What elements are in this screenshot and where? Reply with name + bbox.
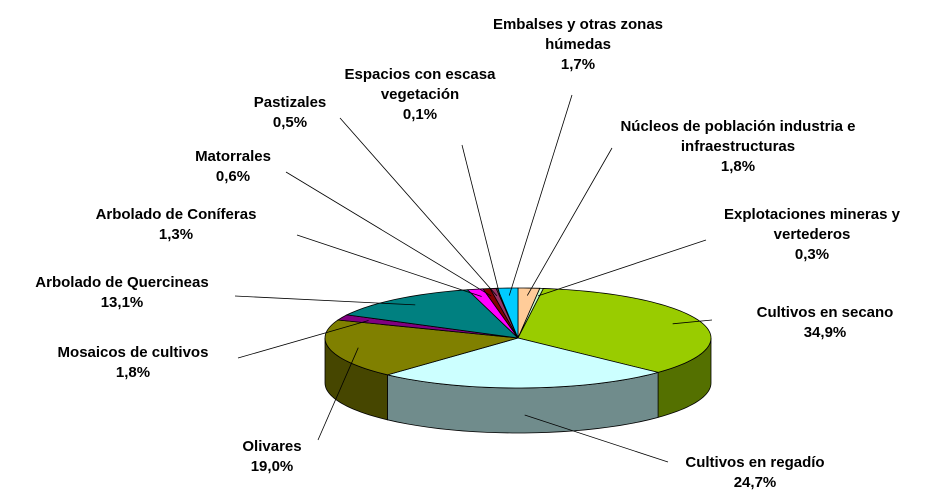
leader-line <box>672 319 713 325</box>
category-label: Mosaicos de cultivos <box>57 344 209 361</box>
category-label: Arbolado de Coníferas <box>95 206 257 223</box>
leader-line <box>526 147 613 296</box>
value-label: 1,8% <box>720 158 756 175</box>
slice-label: Espacios con escasa vegetación 0,1% <box>330 65 510 125</box>
value-label: 0,3% <box>794 246 830 263</box>
leader-line <box>317 347 359 441</box>
value-label: 1,8% <box>115 364 151 381</box>
slice <box>345 289 520 339</box>
leader-line <box>339 117 498 297</box>
leader-line <box>524 414 669 463</box>
category-label: Arbolado de Quercineas <box>35 274 209 291</box>
category-label: Embalses y otras zonas húmedas <box>492 16 664 53</box>
leader-line <box>285 171 492 297</box>
value-label: 0,5% <box>272 114 308 131</box>
leader-line <box>461 144 501 296</box>
slice <box>496 287 519 339</box>
slice <box>387 337 659 389</box>
slice-label: Arbolado de Quercineas 13,1% <box>2 273 242 313</box>
slice <box>324 319 519 376</box>
slice-label: Arbolado de Coníferas 1,3% <box>66 205 286 245</box>
category-label: Pastizales <box>253 94 327 111</box>
value-label: 34,9% <box>803 324 847 341</box>
value-label: 24,7% <box>733 474 777 491</box>
value-label: 0,6% <box>215 168 251 185</box>
leader-line <box>508 94 573 296</box>
slice-label: Mosaicos de cultivos 1,8% <box>28 343 238 383</box>
value-label: 1,7% <box>560 56 596 73</box>
slice-label: Explotaciones mineras y vertederos 0,3% <box>692 205 932 265</box>
leader-line <box>537 239 707 297</box>
leader-line <box>296 234 482 297</box>
value-label: 0,1% <box>402 106 438 123</box>
leader-line <box>234 295 416 306</box>
value-label: 13,1% <box>100 294 144 311</box>
category-label: Núcleos de población industria e infraes… <box>620 118 856 155</box>
slice-label: Embalses y otras zonas húmedas 1,7% <box>473 15 683 75</box>
leader-line <box>237 320 369 359</box>
category-label: Espacios con escasa vegetación <box>344 66 496 103</box>
value-label: 1,3% <box>158 226 194 243</box>
category-label: Olivares <box>242 438 302 455</box>
category-label: Cultivos en secano <box>756 304 894 321</box>
category-label: Cultivos en regadío <box>685 454 825 471</box>
slice-label: Olivares 19,0% <box>222 437 322 477</box>
slice-label: Cultivos en regadío 24,7% <box>655 453 855 493</box>
slice-label: Pastizales 0,5% <box>230 93 350 133</box>
value-label: 19,0% <box>250 458 294 475</box>
slice-label: Cultivos en secano 34,9% <box>725 303 925 343</box>
slice-label: Núcleos de población industria e infraes… <box>613 117 863 177</box>
category-label: Matorrales <box>195 148 271 165</box>
slice-label: Matorrales 0,6% <box>173 147 293 187</box>
category-label: Explotaciones mineras y vertederos <box>724 206 900 243</box>
